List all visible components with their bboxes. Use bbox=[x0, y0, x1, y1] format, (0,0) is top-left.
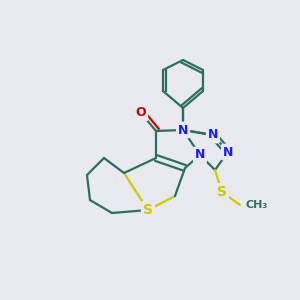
Text: N: N bbox=[208, 128, 218, 142]
Text: S: S bbox=[143, 203, 153, 217]
Text: CH₃: CH₃ bbox=[246, 200, 268, 210]
Text: S: S bbox=[217, 185, 227, 199]
Text: N: N bbox=[195, 148, 205, 161]
Text: N: N bbox=[223, 146, 233, 158]
Text: O: O bbox=[136, 106, 146, 119]
Text: N: N bbox=[178, 124, 188, 136]
